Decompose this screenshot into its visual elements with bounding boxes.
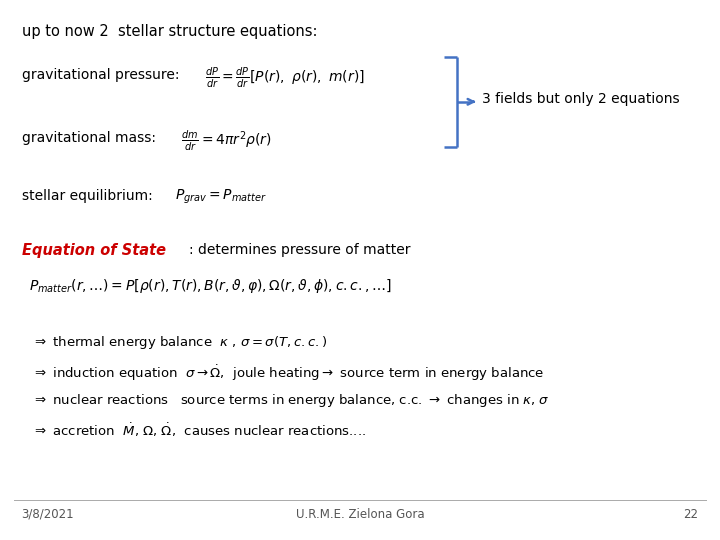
Text: U.R.M.E. Zielona Gora: U.R.M.E. Zielona Gora	[296, 508, 424, 521]
Text: gravitational pressure:: gravitational pressure:	[22, 68, 188, 82]
Text: $\Rightarrow$ induction equation  $\sigma \rightarrow \dot{\Omega}$,  joule heat: $\Rightarrow$ induction equation $\sigma…	[32, 363, 545, 382]
Text: gravitational mass:: gravitational mass:	[22, 131, 164, 145]
Text: 3/8/2021: 3/8/2021	[22, 508, 74, 521]
Text: : determines pressure of matter: : determines pressure of matter	[189, 243, 411, 257]
Text: $\Rightarrow$ thermal energy balance  $\kappa$ , $\sigma = \sigma(T, c.c.)$: $\Rightarrow$ thermal energy balance $\k…	[32, 334, 328, 350]
Text: $P_{matter}(r, \ldots) = P[\rho(r), T(r), B(r, \vartheta, \varphi), \Omega(r, \v: $P_{matter}(r, \ldots) = P[\rho(r), T(r)…	[29, 277, 392, 295]
Text: $\Rightarrow$ accretion  $\dot{M}$, $\Omega$, $\dot{\Omega}$,  causes nuclear re: $\Rightarrow$ accretion $\dot{M}$, $\Ome…	[32, 421, 366, 439]
Text: $\frac{dP}{dr} = \frac{dP}{dr}[P(r),\ \rho(r),\ m(r)]$: $\frac{dP}{dr} = \frac{dP}{dr}[P(r),\ \r…	[205, 66, 365, 90]
Text: $P_{grav} = P_{matter}$: $P_{grav} = P_{matter}$	[175, 188, 266, 206]
Text: stellar equilibrium:: stellar equilibrium:	[22, 189, 161, 203]
Text: 22: 22	[683, 508, 698, 521]
Text: 3 fields but only 2 equations: 3 fields but only 2 equations	[482, 92, 680, 106]
Text: $\frac{dm}{dr} = 4\pi r^2 \rho(r)$: $\frac{dm}{dr} = 4\pi r^2 \rho(r)$	[181, 129, 272, 153]
Text: Equation of State: Equation of State	[22, 243, 166, 258]
Text: $\Rightarrow$ nuclear reactions   source terms in energy balance, c.c. $\rightar: $\Rightarrow$ nuclear reactions source t…	[32, 392, 550, 409]
Text: up to now 2  stellar structure equations:: up to now 2 stellar structure equations:	[22, 24, 317, 39]
